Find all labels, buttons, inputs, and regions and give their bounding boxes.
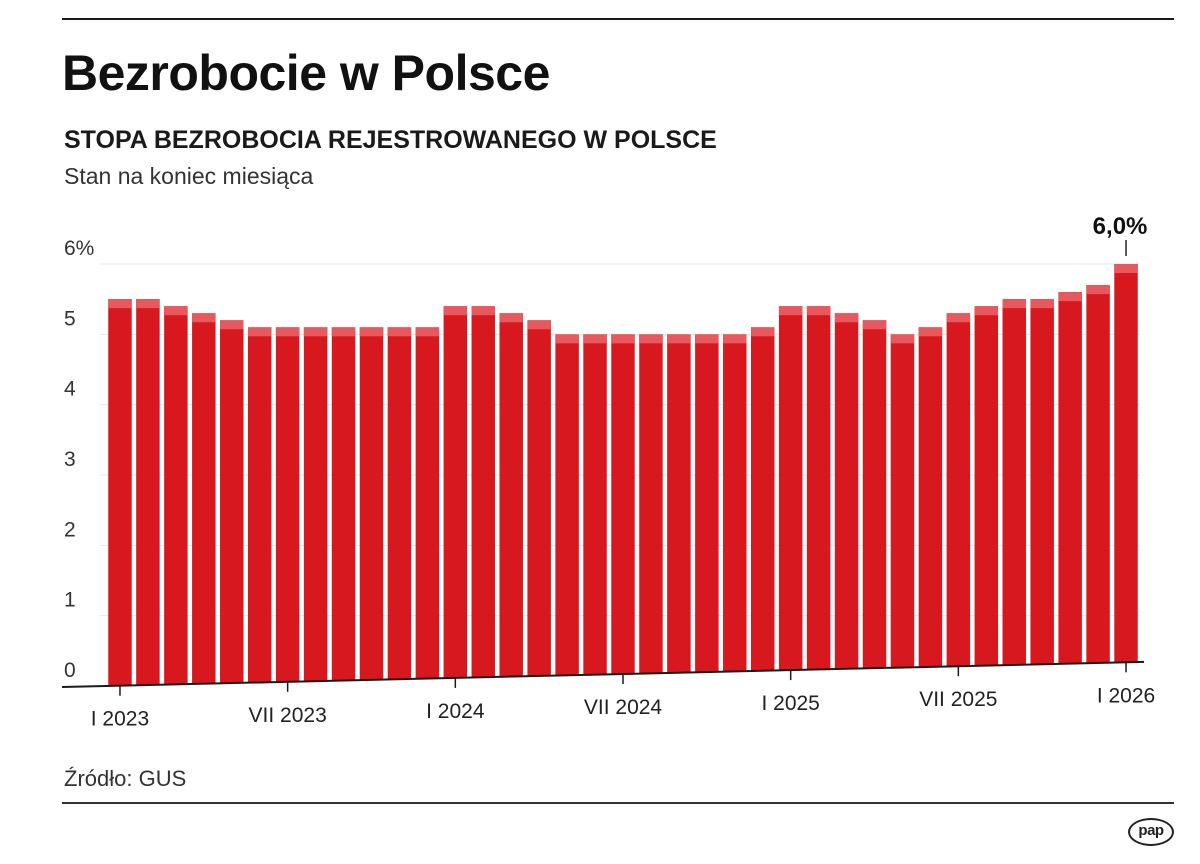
bar-cap (1086, 285, 1110, 295)
bar (1086, 285, 1110, 663)
bar-cap (108, 299, 132, 309)
bar (331, 327, 356, 681)
top-rule (62, 18, 1174, 20)
bottom-rule (62, 802, 1174, 804)
bar (1030, 299, 1054, 665)
y-tick-label: 6% (64, 237, 94, 260)
y-tick-label: 1 (64, 589, 76, 612)
chart-note: Stan na koniec miesiąca (64, 163, 314, 189)
bar (723, 334, 747, 672)
bar-cap (331, 327, 356, 337)
bar-cap (695, 334, 719, 344)
bar (108, 299, 132, 686)
highlight-value-label: 6,0% (1093, 213, 1148, 240)
bar (778, 306, 803, 671)
bar-cap (359, 327, 384, 337)
bar-cap (1058, 292, 1082, 302)
bar-cap (974, 306, 999, 316)
source-text: Źródło: GUS (64, 766, 187, 791)
bar-cap (275, 327, 300, 337)
bar-cap (527, 320, 551, 330)
bar (890, 334, 915, 668)
x-axis (61, 660, 1145, 689)
pap-logo: pap (1128, 818, 1174, 846)
bar (1058, 292, 1082, 664)
bar-cap (136, 299, 160, 309)
bar-cap (834, 313, 859, 323)
bar (415, 327, 440, 679)
bar (667, 334, 691, 673)
bar-cap (890, 334, 915, 344)
bar-cap (471, 306, 496, 316)
bar-cap (1114, 264, 1138, 273)
bar-cap (723, 334, 747, 344)
bar (555, 334, 579, 676)
bar (443, 306, 468, 678)
bar (192, 313, 216, 684)
bar-chart: 0 1 2 3 4 5 6% I 2023 VII 2023 I 2024 VII 2024 I 20… (61, 213, 1155, 731)
bar-cap (583, 334, 607, 344)
y-tick-label: 2 (64, 518, 76, 541)
page-title: Bezrobocie w Polsce (62, 45, 550, 101)
bar (1114, 264, 1138, 663)
bar-cap (247, 327, 272, 337)
chart-subtitle: STOPA BEZROBOCIA REJESTROWANEGO W POLSCE (64, 126, 717, 154)
bar-cap (303, 327, 328, 337)
bar (247, 327, 272, 683)
bar (806, 306, 831, 670)
bar (862, 320, 887, 669)
bar (750, 327, 775, 671)
y-tick-label: 0 (64, 659, 76, 682)
bar-cap (750, 327, 775, 337)
bar (387, 327, 412, 680)
bar (275, 327, 300, 682)
bar (471, 306, 496, 678)
bar-cap (946, 313, 971, 323)
bar-cap (164, 306, 188, 316)
bar-cap (611, 334, 635, 344)
y-tick-label: 4 (64, 378, 76, 401)
bar-cap (918, 327, 943, 337)
bar (527, 320, 551, 676)
bar (695, 334, 719, 673)
x-tick-label: I 2026 (1097, 684, 1155, 707)
y-tick-label: 3 (64, 448, 76, 471)
bar (303, 327, 328, 682)
bar-cap (862, 320, 887, 330)
bar-cap (667, 334, 691, 344)
bar-cap (499, 313, 523, 323)
bar-cap (639, 334, 663, 344)
bar (499, 313, 523, 677)
x-tick-label: I 2025 (761, 692, 819, 715)
x-tick-label: VII 2023 (249, 704, 327, 727)
bar-cap (806, 306, 831, 316)
bar-cap (415, 327, 440, 337)
bar (359, 327, 384, 680)
x-tick-label: I 2023 (91, 708, 149, 731)
bar (220, 320, 244, 684)
y-tick-label: 5 (64, 307, 76, 330)
bar (164, 306, 188, 685)
bar-cap (443, 306, 468, 316)
bar-cap (220, 320, 244, 330)
x-tick-label: I 2024 (426, 700, 485, 723)
bar-cap (1002, 299, 1026, 309)
bar (611, 334, 635, 674)
x-tick-label: VII 2024 (584, 696, 663, 719)
bar (918, 327, 943, 667)
bar (974, 306, 999, 666)
x-tick-label: VII 2025 (919, 688, 997, 711)
bar-cap (1030, 299, 1054, 309)
bar (1002, 299, 1026, 665)
bar-cap (555, 334, 579, 344)
bar-cap (778, 306, 803, 316)
bar-cap (192, 313, 216, 323)
bar (639, 334, 663, 674)
bar-cap (387, 327, 412, 337)
bar (834, 313, 859, 669)
bar (136, 299, 160, 686)
bar (946, 313, 971, 667)
bar (583, 334, 607, 675)
